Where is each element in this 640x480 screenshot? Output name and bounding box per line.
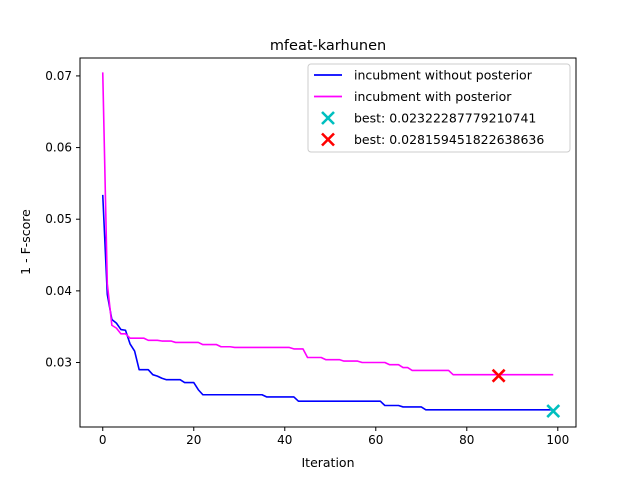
- y-tick-label: 0.05: [45, 212, 72, 226]
- legend-entry-3: best: 0.028159451822638636: [321, 132, 544, 147]
- legend-entry-2: best: 0.02322287779210741: [321, 111, 536, 126]
- y-tick-label: 0.04: [45, 284, 72, 298]
- axes-frame: [79, 57, 577, 428]
- legend: incubment without posterior incubment wit…: [307, 63, 571, 153]
- y-tick-label: 0.03: [45, 356, 72, 370]
- x-tick-label: 80: [459, 433, 474, 447]
- svg-text:incubment without posterior: incubment without posterior: [354, 68, 533, 83]
- x-tick-label: 100: [546, 433, 569, 447]
- plot-area: [101, 72, 561, 418]
- legend-entry-1: incubment with posterior: [314, 89, 512, 104]
- x-tick-label: 60: [368, 433, 383, 447]
- x-tick-label: 40: [277, 433, 292, 447]
- series-line-1: [101, 72, 554, 376]
- best-marker-0: [546, 404, 561, 418]
- y-tick-label: 0.07: [45, 69, 72, 83]
- x-tick-label: 0: [99, 433, 107, 447]
- legend-box: [307, 63, 571, 153]
- x-axis-label: Iteration: [301, 455, 354, 470]
- svg-text:incubment with posterior: incubment with posterior: [354, 89, 512, 104]
- svg-text:best: 0.028159451822638636: best: 0.028159451822638636: [354, 132, 544, 147]
- best-marker-1: [491, 368, 506, 383]
- legend-entry-0: incubment without posterior: [314, 68, 533, 83]
- y-tick-label: 0.06: [45, 141, 72, 155]
- series-line-0: [101, 194, 554, 411]
- svg-text:best: 0.02322287779210741: best: 0.02322287779210741: [354, 111, 536, 126]
- chart-title: mfeat-karhunen: [270, 38, 386, 54]
- y-axis-label: 1 - F-score: [18, 209, 33, 275]
- x-tick-label: 20: [186, 433, 201, 447]
- axes: 0 20 40 60 80 100 0.03 0.04 0.05 0.06 0.07: [45, 57, 577, 447]
